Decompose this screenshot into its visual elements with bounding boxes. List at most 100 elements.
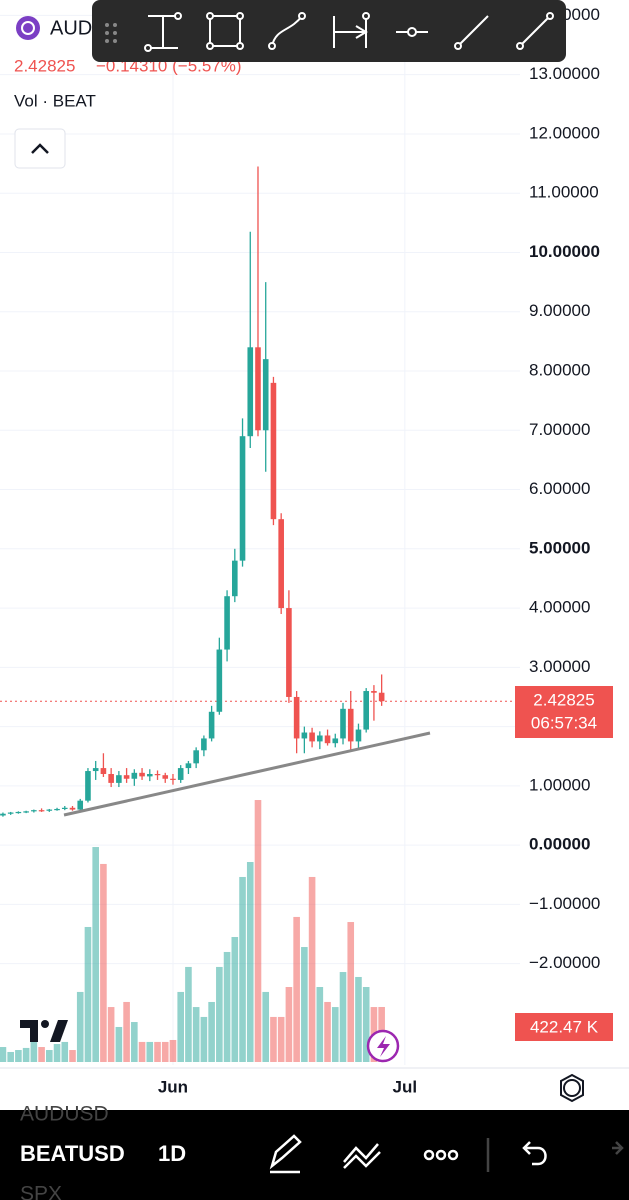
- candle-body: [309, 732, 315, 742]
- candle-body: [154, 774, 161, 776]
- tool-path[interactable]: [271, 15, 303, 47]
- volume-bar: [339, 972, 347, 1062]
- volume-bar: [192, 1007, 200, 1062]
- candle-body: [7, 812, 14, 814]
- chevron-up: [31, 143, 49, 154]
- settings-button[interactable]: [563, 1079, 581, 1097]
- volume-bar: [355, 976, 362, 1062]
- volume-bar: [239, 876, 246, 1062]
- candle-body: [146, 774, 153, 777]
- drag-handle[interactable]: [105, 23, 117, 43]
- y-tick-label: 7.00000: [529, 420, 590, 439]
- candle-body: [131, 772, 138, 779]
- candle-body: [139, 772, 145, 777]
- volume-bar: [131, 1022, 138, 1062]
- candle-body: [116, 775, 122, 783]
- volume-bar: [270, 1016, 277, 1062]
- volume-bar: [347, 922, 355, 1062]
- tool-price-range[interactable]: [148, 15, 178, 49]
- y-tick-label: 9.00000: [529, 301, 590, 320]
- candle-body: [108, 774, 114, 783]
- candle-body: [23, 811, 29, 813]
- lightning-icon: [377, 1036, 390, 1057]
- volume-bar: [53, 1044, 61, 1062]
- candle-body: [0, 813, 6, 816]
- tradingview-logo: [20, 1020, 68, 1042]
- volume-bar: [246, 862, 254, 1062]
- countdown: 06:57:34: [531, 713, 597, 732]
- candle-body: [317, 735, 323, 742]
- volume-bar: [254, 800, 262, 1062]
- candle-body: [61, 807, 68, 809]
- candle-body: [378, 692, 385, 702]
- y-tick-label: 0.00000: [529, 835, 590, 854]
- candle-body: [100, 768, 107, 775]
- volume-bar: [200, 1016, 208, 1062]
- volume-bar: [316, 987, 324, 1062]
- symbol-option[interactable]: SPX: [20, 1183, 62, 1200]
- candle-body: [92, 768, 99, 772]
- volume-bar: [185, 966, 192, 1062]
- volume-bar: [293, 916, 300, 1062]
- candle-body: [278, 519, 284, 609]
- trend-line: [63, 731, 431, 817]
- y-tick-label: 11.00000: [529, 183, 599, 202]
- candle-body: [324, 735, 331, 744]
- candle-body: [31, 810, 37, 812]
- volume-bar: [46, 1050, 53, 1062]
- candle-body: [170, 778, 176, 780]
- pen-button[interactable]: [269, 1134, 302, 1174]
- symbol-selected[interactable]: BEATUSD: [20, 1141, 125, 1166]
- volume-label: 422.47 K: [530, 1017, 599, 1036]
- volume-bar: [146, 1041, 154, 1062]
- interval[interactable]: 1D: [158, 1141, 186, 1166]
- candle-body: [201, 738, 207, 751]
- volume-bar: [61, 1041, 69, 1062]
- price-label: 2.42825: [533, 690, 594, 709]
- candle-body: [208, 711, 215, 739]
- candle-body: [224, 596, 230, 650]
- volume-bar: [76, 991, 84, 1062]
- undo-button[interactable]: [522, 1141, 547, 1166]
- redo-button[interactable]: [612, 1141, 624, 1155]
- candle-body: [69, 807, 76, 810]
- volume-bar: [331, 1007, 339, 1062]
- y-tick-label: −2.00000: [529, 953, 600, 972]
- candle-body: [177, 768, 184, 780]
- tool-trend-line[interactable]: [519, 15, 551, 47]
- volume-bar: [92, 847, 99, 1062]
- indicators-button[interactable]: [343, 1143, 381, 1169]
- volume-bar: [223, 951, 231, 1062]
- volume-bar: [277, 1016, 285, 1062]
- tool-date-range[interactable]: [333, 16, 368, 48]
- tool-rectangle[interactable]: [209, 15, 241, 47]
- candle-body: [162, 775, 169, 779]
- volume-bar: [231, 937, 239, 1062]
- volume-bar: [216, 966, 223, 1062]
- candle-body: [332, 738, 339, 744]
- y-tick-label: 4.00000: [529, 598, 590, 617]
- candle-body: [85, 771, 91, 801]
- volume-bar: [69, 1050, 76, 1062]
- drawing-toolbar: [92, 0, 566, 62]
- volume-bar: [15, 1050, 22, 1062]
- settings-gear: [560, 1073, 584, 1103]
- volume-bar: [177, 991, 185, 1062]
- volume-bar: [107, 1007, 115, 1062]
- candle-body: [270, 382, 277, 520]
- symbol-option[interactable]: AUDUSD: [20, 1103, 109, 1126]
- candle-body: [355, 729, 362, 742]
- candle-body: [232, 560, 238, 597]
- candle-body: [286, 608, 292, 697]
- bottom-toolbar: [0, 1110, 629, 1200]
- tool-arrow[interactable]: [457, 15, 489, 47]
- x-tick-label: Jul: [393, 1077, 418, 1096]
- candle-body: [340, 708, 346, 739]
- symbol: AUD: [50, 17, 92, 39]
- indicator-label: Vol · BEAT: [14, 91, 96, 110]
- volume-bar: [7, 1051, 14, 1062]
- collapse-button[interactable]: [14, 128, 66, 169]
- volume-bar: [0, 1047, 7, 1062]
- y-tick-label: 5.00000: [529, 538, 590, 557]
- y-tick-label: 3.00000: [529, 657, 590, 676]
